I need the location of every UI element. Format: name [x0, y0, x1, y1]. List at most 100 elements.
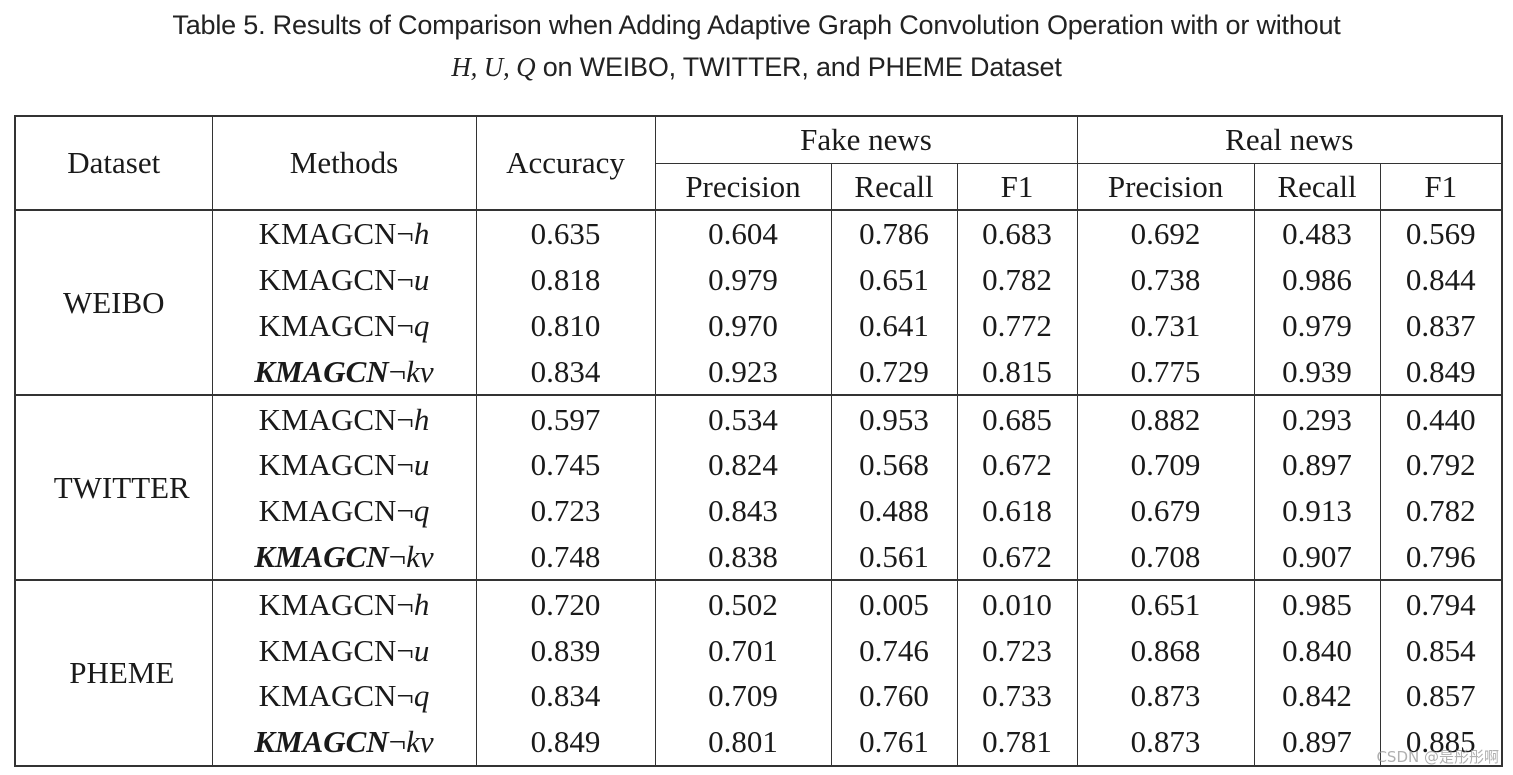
table-row: PHEME KMAGCN¬h 0.720 0.502 0.005 0.010 0.651 0.…	[14, 580, 1503, 767]
table-row: KMAGCN¬u 0.745 0.824 0.568 0.672 0.709 0.897 0.…	[15, 441, 1503, 488]
real-recall-cell: 0.842	[1253, 672, 1381, 719]
method-cell: KMAGCN¬u	[211, 441, 477, 488]
dataset-cell: TWITTER	[14, 395, 213, 582]
fake-recall-cell: 0.760	[830, 672, 958, 719]
real-precision-cell: 0.882	[1076, 395, 1255, 442]
fake-recall-cell: 0.488	[830, 487, 958, 534]
method-name: KMAGCN	[254, 353, 389, 389]
method-cell: KMAGCN¬kv	[211, 718, 477, 767]
real-f1-cell: 0.792	[1379, 441, 1503, 488]
fake-precision-cell: 0.709	[654, 672, 832, 719]
caption-variables: H, U, Q	[451, 52, 536, 82]
real-recall-cell: 0.897	[1253, 718, 1381, 767]
accuracy-cell: 0.849	[475, 718, 656, 767]
real-recall-cell: 0.483	[1253, 210, 1381, 257]
fake-precision-cell: 0.534	[654, 395, 832, 442]
fake-f1-cell: 0.733	[956, 672, 1078, 719]
table-row: KMAGCN¬kv 0.748 0.838 0.561 0.672 0.708 0.907 0…	[15, 533, 1503, 582]
table-row: KMAGCN¬q 0.810 0.970 0.641 0.772 0.731 0.979 0.…	[15, 302, 1503, 349]
fake-f1-cell: 0.683	[956, 210, 1078, 257]
fake-precision-cell: 0.979	[654, 256, 832, 303]
real-recall-cell: 0.986	[1253, 256, 1381, 303]
negation-symbol: ¬	[388, 724, 407, 760]
real-recall-cell: 0.840	[1253, 627, 1381, 673]
fake-recall-cell: 0.651	[830, 256, 958, 303]
caption-line-2: H, U, Q on WEIBO, TWITTER, and PHEME Dat…	[0, 46, 1513, 88]
real-precision-cell: 0.651	[1076, 580, 1255, 628]
watermark: CSDN @是彤彤啊	[1376, 748, 1499, 766]
dataset-cell: WEIBO	[14, 210, 213, 397]
method-cell: KMAGCN¬u	[211, 627, 477, 673]
method-variant: h	[413, 401, 430, 437]
fake-recall-cell: 0.568	[830, 441, 958, 488]
header-fake-precision: Precision	[654, 163, 832, 211]
real-f1-cell: 0.837	[1379, 302, 1503, 349]
real-f1-cell: 0.440	[1379, 395, 1503, 442]
fake-recall-cell: 0.786	[830, 210, 958, 257]
negation-symbol: ¬	[396, 262, 414, 298]
real-precision-cell: 0.868	[1076, 627, 1255, 673]
fake-recall-cell: 0.641	[830, 302, 958, 349]
header-fake-recall: Recall	[830, 163, 958, 211]
header-real-news: Real news	[1076, 115, 1503, 164]
table-row: KMAGCN¬kv 0.834 0.923 0.729 0.815 0.775 0.939 0…	[15, 348, 1503, 397]
fake-precision-cell: 0.838	[654, 533, 832, 582]
real-recall-cell: 0.979	[1253, 302, 1381, 349]
real-precision-cell: 0.708	[1076, 533, 1255, 582]
fake-precision-cell: 0.923	[654, 348, 832, 397]
fake-f1-cell: 0.723	[956, 627, 1078, 673]
fake-precision-cell: 0.801	[654, 718, 832, 767]
caption-line-2-rest: on WEIBO, TWITTER, and PHEME Dataset	[535, 52, 1062, 82]
method-cell: KMAGCN¬kv	[211, 533, 477, 582]
table-caption: Table 5. Results of Comparison when Addi…	[0, 4, 1513, 88]
real-f1-cell: 0.854	[1379, 627, 1503, 673]
real-f1-cell: 0.569	[1379, 210, 1503, 257]
real-precision-cell: 0.679	[1076, 487, 1255, 534]
method-name: KMAGCN	[254, 538, 389, 574]
accuracy-cell: 0.818	[475, 256, 656, 303]
real-recall-cell: 0.907	[1253, 533, 1381, 582]
real-precision-cell: 0.738	[1076, 256, 1255, 303]
accuracy-cell: 0.597	[475, 395, 656, 442]
negation-symbol: ¬	[396, 586, 414, 622]
caption-line-1: Table 5. Results of Comparison when Addi…	[172, 10, 1341, 40]
method-variant: q	[413, 678, 430, 714]
method-variant: h	[413, 586, 430, 622]
method-variant: u	[413, 632, 430, 668]
real-f1-cell: 0.857	[1379, 672, 1503, 719]
method-cell: KMAGCN¬kv	[211, 348, 477, 397]
fake-f1-cell: 0.685	[956, 395, 1078, 442]
accuracy-cell: 0.834	[475, 348, 656, 397]
method-name: KMAGCN	[258, 216, 397, 252]
negation-symbol: ¬	[396, 401, 414, 437]
table-row: KMAGCN¬u 0.839 0.701 0.746 0.723 0.868 0.840 0.…	[15, 627, 1503, 673]
real-precision-cell: 0.775	[1076, 348, 1255, 397]
real-precision-cell: 0.709	[1076, 441, 1255, 488]
fake-recall-cell: 0.729	[830, 348, 958, 397]
header-real-precision: Precision	[1076, 163, 1255, 211]
real-f1-cell: 0.885	[1379, 718, 1503, 767]
real-recall-cell: 0.985	[1253, 580, 1381, 628]
fake-precision-cell: 0.970	[654, 302, 832, 349]
accuracy-cell: 0.635	[475, 210, 656, 257]
results-table-body: WEIBO KMAGCN¬h 0.635 0.604 0.786 0.683 0.692 0.…	[14, 210, 1503, 767]
fake-recall-cell: 0.953	[830, 395, 958, 442]
method-name: KMAGCN	[258, 493, 397, 529]
method-variant: h	[413, 216, 430, 252]
accuracy-cell: 0.748	[475, 533, 656, 582]
method-variant: u	[413, 262, 430, 298]
fake-precision-cell: 0.604	[654, 210, 832, 257]
table-row: KMAGCN¬u 0.818 0.979 0.651 0.782 0.738 0.986 0.…	[15, 256, 1503, 303]
negation-symbol: ¬	[396, 447, 414, 483]
negation-symbol: ¬	[396, 493, 414, 529]
header-dataset: Dataset	[14, 115, 213, 211]
header-fake-news: Fake news	[654, 115, 1078, 164]
method-cell: KMAGCN¬q	[211, 672, 477, 719]
method-name: KMAGCN	[258, 586, 397, 622]
negation-symbol: ¬	[396, 678, 414, 714]
dataset-cell: PHEME	[14, 580, 213, 767]
negation-symbol: ¬	[396, 216, 414, 252]
fake-f1-cell: 0.781	[956, 718, 1078, 767]
fake-recall-cell: 0.761	[830, 718, 958, 767]
header-methods: Methods	[211, 115, 477, 211]
